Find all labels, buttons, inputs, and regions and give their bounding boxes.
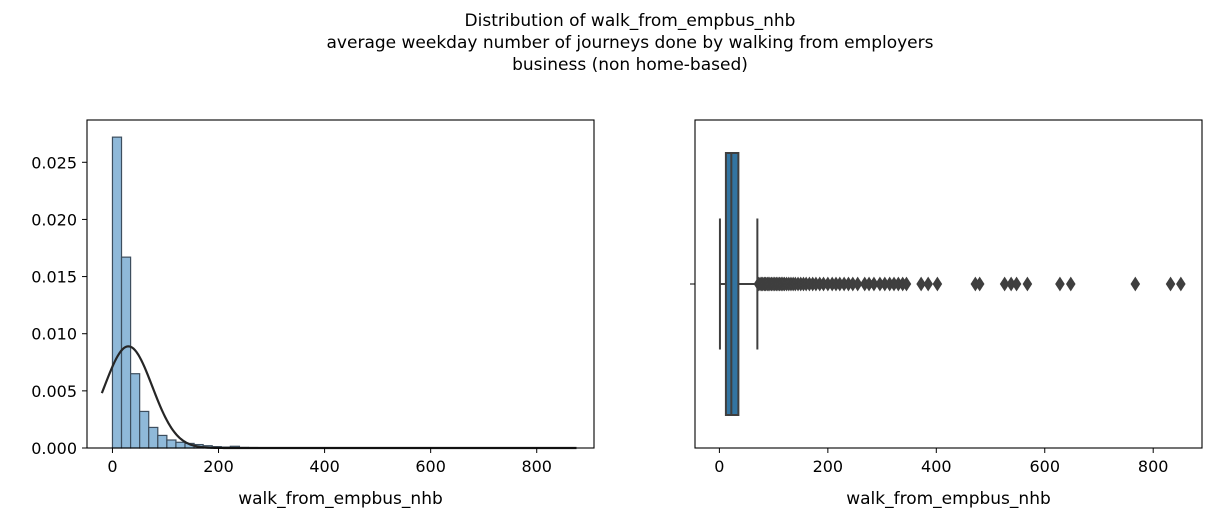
histogram-bar — [129, 373, 141, 449]
x-tick-label: 400 — [309, 457, 340, 476]
x-tick-label: 600 — [415, 457, 446, 476]
histogram-panel: 0 200 400 600 800 0.000 0.005 0.010 0.015 0.020 0.… — [31, 119, 595, 509]
outlier-point — [1011, 276, 1022, 292]
figure-title-line-1: Distribution of walk_from_empbus_nhb — [464, 11, 796, 31]
figure-title: Distribution of walk_from_empbus_nhb ave… — [0, 10, 1216, 76]
outlier-point — [1055, 276, 1065, 292]
outlier-point — [1176, 276, 1186, 292]
x-tick-label: 400 — [921, 457, 952, 476]
x-tick-label: 0 — [107, 457, 117, 476]
outlier-point — [901, 276, 912, 292]
outlier-point — [1065, 276, 1076, 292]
x-axis-label: walk_from_empbus_nhb — [846, 489, 1051, 509]
x-tick-label: 800 — [521, 457, 552, 476]
histogram-bar — [139, 410, 150, 449]
x-tick-label: 800 — [1138, 457, 1169, 476]
outlier-point — [1022, 276, 1033, 292]
boxplot-panel: 0 200 400 600 800 walk_from_empbus_nhb — [690, 119, 1203, 509]
histogram-bar — [157, 434, 168, 449]
histogram-bar — [148, 426, 159, 449]
y-tick-label: 0.025 — [31, 153, 77, 172]
y-tick-label: 0.000 — [31, 439, 77, 458]
fit-curve — [100, 345, 577, 450]
histogram-bar — [175, 441, 186, 449]
x-axis-label: walk_from_empbus_nhb — [238, 489, 443, 509]
outlier-point — [916, 276, 926, 292]
y-tick-label: 0.015 — [31, 268, 77, 287]
y-tick-label: 0.020 — [31, 210, 77, 229]
outlier-point — [1165, 276, 1176, 292]
outlier-point — [923, 276, 933, 292]
figure-title-line-2: average weekday number of journeys done … — [326, 33, 934, 53]
outlier-point — [974, 276, 985, 292]
histogram-bar — [166, 439, 177, 449]
outlier-point — [932, 276, 943, 292]
y-tick-label: 0.010 — [31, 325, 77, 344]
histogram-axes-frame — [86, 119, 595, 449]
x-tick-label: 200 — [203, 457, 234, 476]
histogram-bar — [111, 136, 123, 449]
figure-title-line-3: business (non home-based) — [512, 55, 748, 75]
y-tick-label: 0.005 — [31, 382, 77, 401]
x-tick-label: 0 — [714, 457, 724, 476]
histogram-bar — [120, 256, 132, 449]
outlier-point — [1130, 276, 1141, 292]
outlier-point — [999, 276, 1010, 292]
x-tick-label: 200 — [813, 457, 844, 476]
outlier-point — [852, 276, 863, 292]
x-tick-label: 600 — [1029, 457, 1060, 476]
